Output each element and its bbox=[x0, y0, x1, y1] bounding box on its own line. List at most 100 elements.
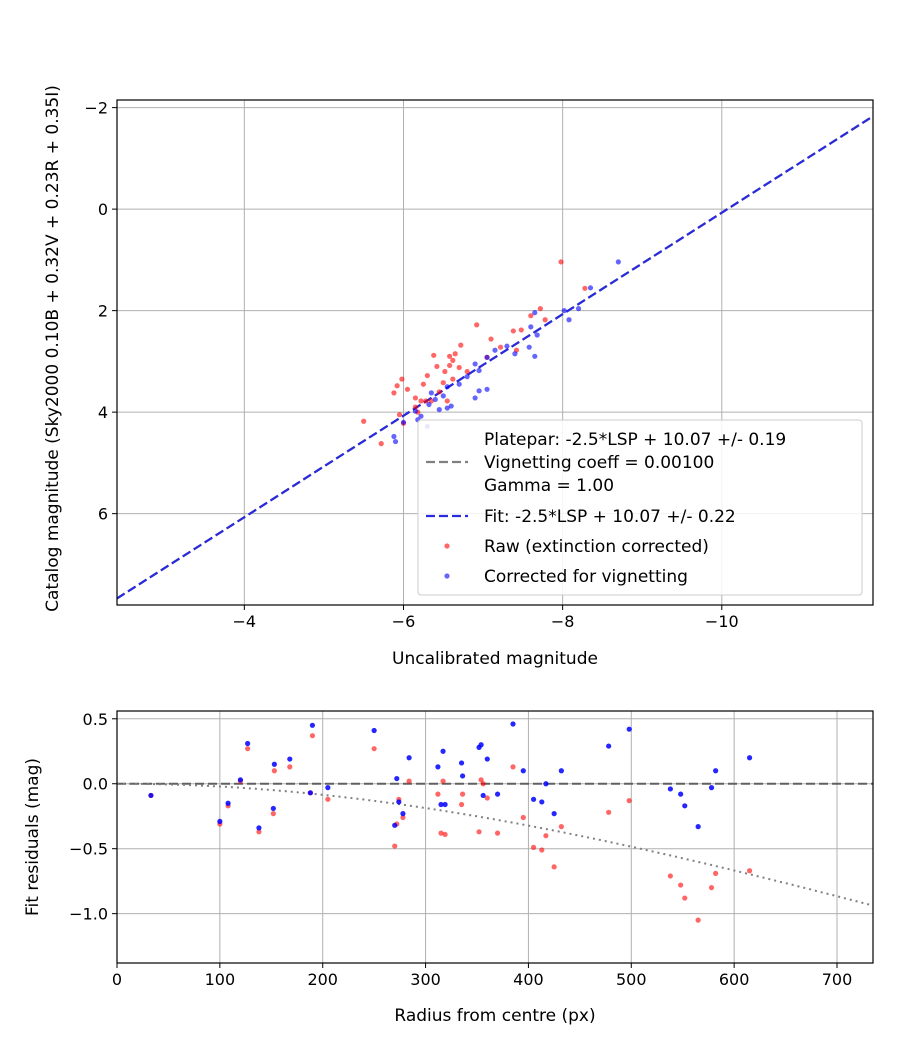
data-point bbox=[442, 368, 448, 375]
data-point bbox=[528, 324, 534, 330]
calibration-x-axis-label: Uncalibrated magnitude bbox=[392, 649, 598, 669]
data-point bbox=[464, 368, 470, 375]
x-tick-label: −4 bbox=[233, 612, 257, 631]
y-tick-label: −1.0 bbox=[69, 905, 108, 924]
data-point bbox=[256, 825, 262, 831]
data-point bbox=[476, 388, 482, 394]
data-point bbox=[497, 344, 504, 350]
data-point bbox=[325, 785, 331, 791]
legend-label: Raw (extinction corrected) bbox=[484, 537, 709, 557]
data-point bbox=[406, 778, 412, 784]
data-point bbox=[447, 353, 453, 359]
data-point bbox=[695, 917, 701, 923]
x-tick-label: 0 bbox=[112, 970, 122, 989]
legend-dot-marker bbox=[444, 543, 450, 549]
data-point bbox=[442, 801, 448, 808]
data-point bbox=[626, 726, 632, 732]
data-point bbox=[438, 830, 444, 836]
data-point bbox=[606, 809, 612, 815]
legend-label: Platepar: -2.5*LSP + 10.07 +/- 0.19 bbox=[484, 430, 786, 450]
data-point bbox=[444, 405, 450, 411]
data-point bbox=[518, 327, 524, 333]
data-point bbox=[456, 381, 462, 387]
calibration-legend: Platepar: -2.5*LSP + 10.07 +/- 0.19 Vigne… bbox=[417, 419, 863, 596]
data-point bbox=[746, 755, 753, 761]
residuals-points bbox=[148, 721, 753, 923]
data-point bbox=[412, 395, 419, 401]
data-point bbox=[528, 313, 534, 319]
data-point bbox=[539, 847, 545, 853]
data-point bbox=[442, 831, 448, 838]
data-point bbox=[606, 743, 612, 749]
data-point bbox=[543, 833, 549, 839]
data-point bbox=[434, 363, 440, 370]
x-tick-label: 100 bbox=[205, 970, 236, 989]
x-tick-label: 200 bbox=[307, 970, 338, 989]
data-point bbox=[325, 796, 331, 802]
data-point bbox=[396, 799, 402, 805]
data-point bbox=[447, 362, 453, 369]
y-tick-label: −2 bbox=[84, 99, 108, 118]
fit-line bbox=[117, 115, 873, 600]
data-point bbox=[287, 764, 293, 770]
data-point bbox=[396, 412, 403, 418]
data-point bbox=[520, 768, 526, 774]
y-tick-label: 4 bbox=[98, 403, 108, 422]
data-point bbox=[436, 406, 442, 413]
data-point bbox=[418, 398, 424, 404]
data-point bbox=[537, 305, 543, 312]
data-point bbox=[270, 805, 276, 812]
data-point bbox=[400, 419, 407, 425]
data-point bbox=[435, 791, 441, 797]
residuals-plot: 0 100 200 300 400 500 600 700 0.5 0.0 −0.5 −1.0 Rad… bbox=[23, 710, 874, 1026]
data-point bbox=[667, 873, 673, 879]
data-point bbox=[270, 811, 276, 817]
data-point bbox=[432, 396, 438, 403]
data-point bbox=[480, 781, 486, 787]
data-point bbox=[678, 791, 684, 797]
data-point bbox=[371, 727, 377, 734]
data-point bbox=[474, 322, 480, 328]
data-point bbox=[440, 393, 446, 399]
data-point bbox=[428, 390, 434, 396]
data-point bbox=[361, 418, 367, 424]
data-point bbox=[438, 801, 444, 808]
data-point bbox=[440, 380, 446, 386]
data-point bbox=[418, 413, 424, 419]
data-point bbox=[746, 868, 753, 874]
data-point bbox=[551, 811, 557, 817]
data-point bbox=[464, 374, 470, 380]
x-tick-label: 500 bbox=[616, 970, 647, 989]
data-point bbox=[484, 756, 490, 762]
data-point bbox=[532, 310, 538, 316]
data-point bbox=[436, 389, 442, 395]
data-point bbox=[392, 843, 398, 849]
data-point bbox=[558, 768, 564, 774]
data-point bbox=[510, 721, 516, 727]
data-point bbox=[667, 786, 673, 792]
data-point bbox=[587, 285, 594, 291]
data-point bbox=[678, 882, 684, 888]
data-point bbox=[480, 792, 486, 799]
data-point bbox=[424, 372, 430, 379]
legend-label: Gamma = 1.00 bbox=[484, 476, 614, 496]
data-point bbox=[504, 343, 510, 349]
data-point bbox=[484, 354, 490, 360]
data-point bbox=[287, 756, 293, 762]
x-tick-label: 600 bbox=[719, 970, 750, 989]
data-point bbox=[615, 259, 621, 265]
data-point bbox=[695, 824, 701, 830]
x-tick-label: −6 bbox=[392, 612, 416, 631]
data-point bbox=[484, 386, 490, 392]
data-point bbox=[476, 829, 482, 835]
calibration-grid bbox=[117, 100, 873, 605]
data-point bbox=[271, 768, 277, 774]
legend-label: Fit: -2.5*LSP + 10.07 +/- 0.22 bbox=[484, 507, 736, 527]
data-point bbox=[391, 390, 397, 396]
data-point bbox=[371, 746, 377, 752]
data-point bbox=[530, 796, 537, 802]
data-point bbox=[394, 775, 400, 782]
data-point bbox=[426, 401, 432, 408]
data-point bbox=[542, 317, 548, 323]
